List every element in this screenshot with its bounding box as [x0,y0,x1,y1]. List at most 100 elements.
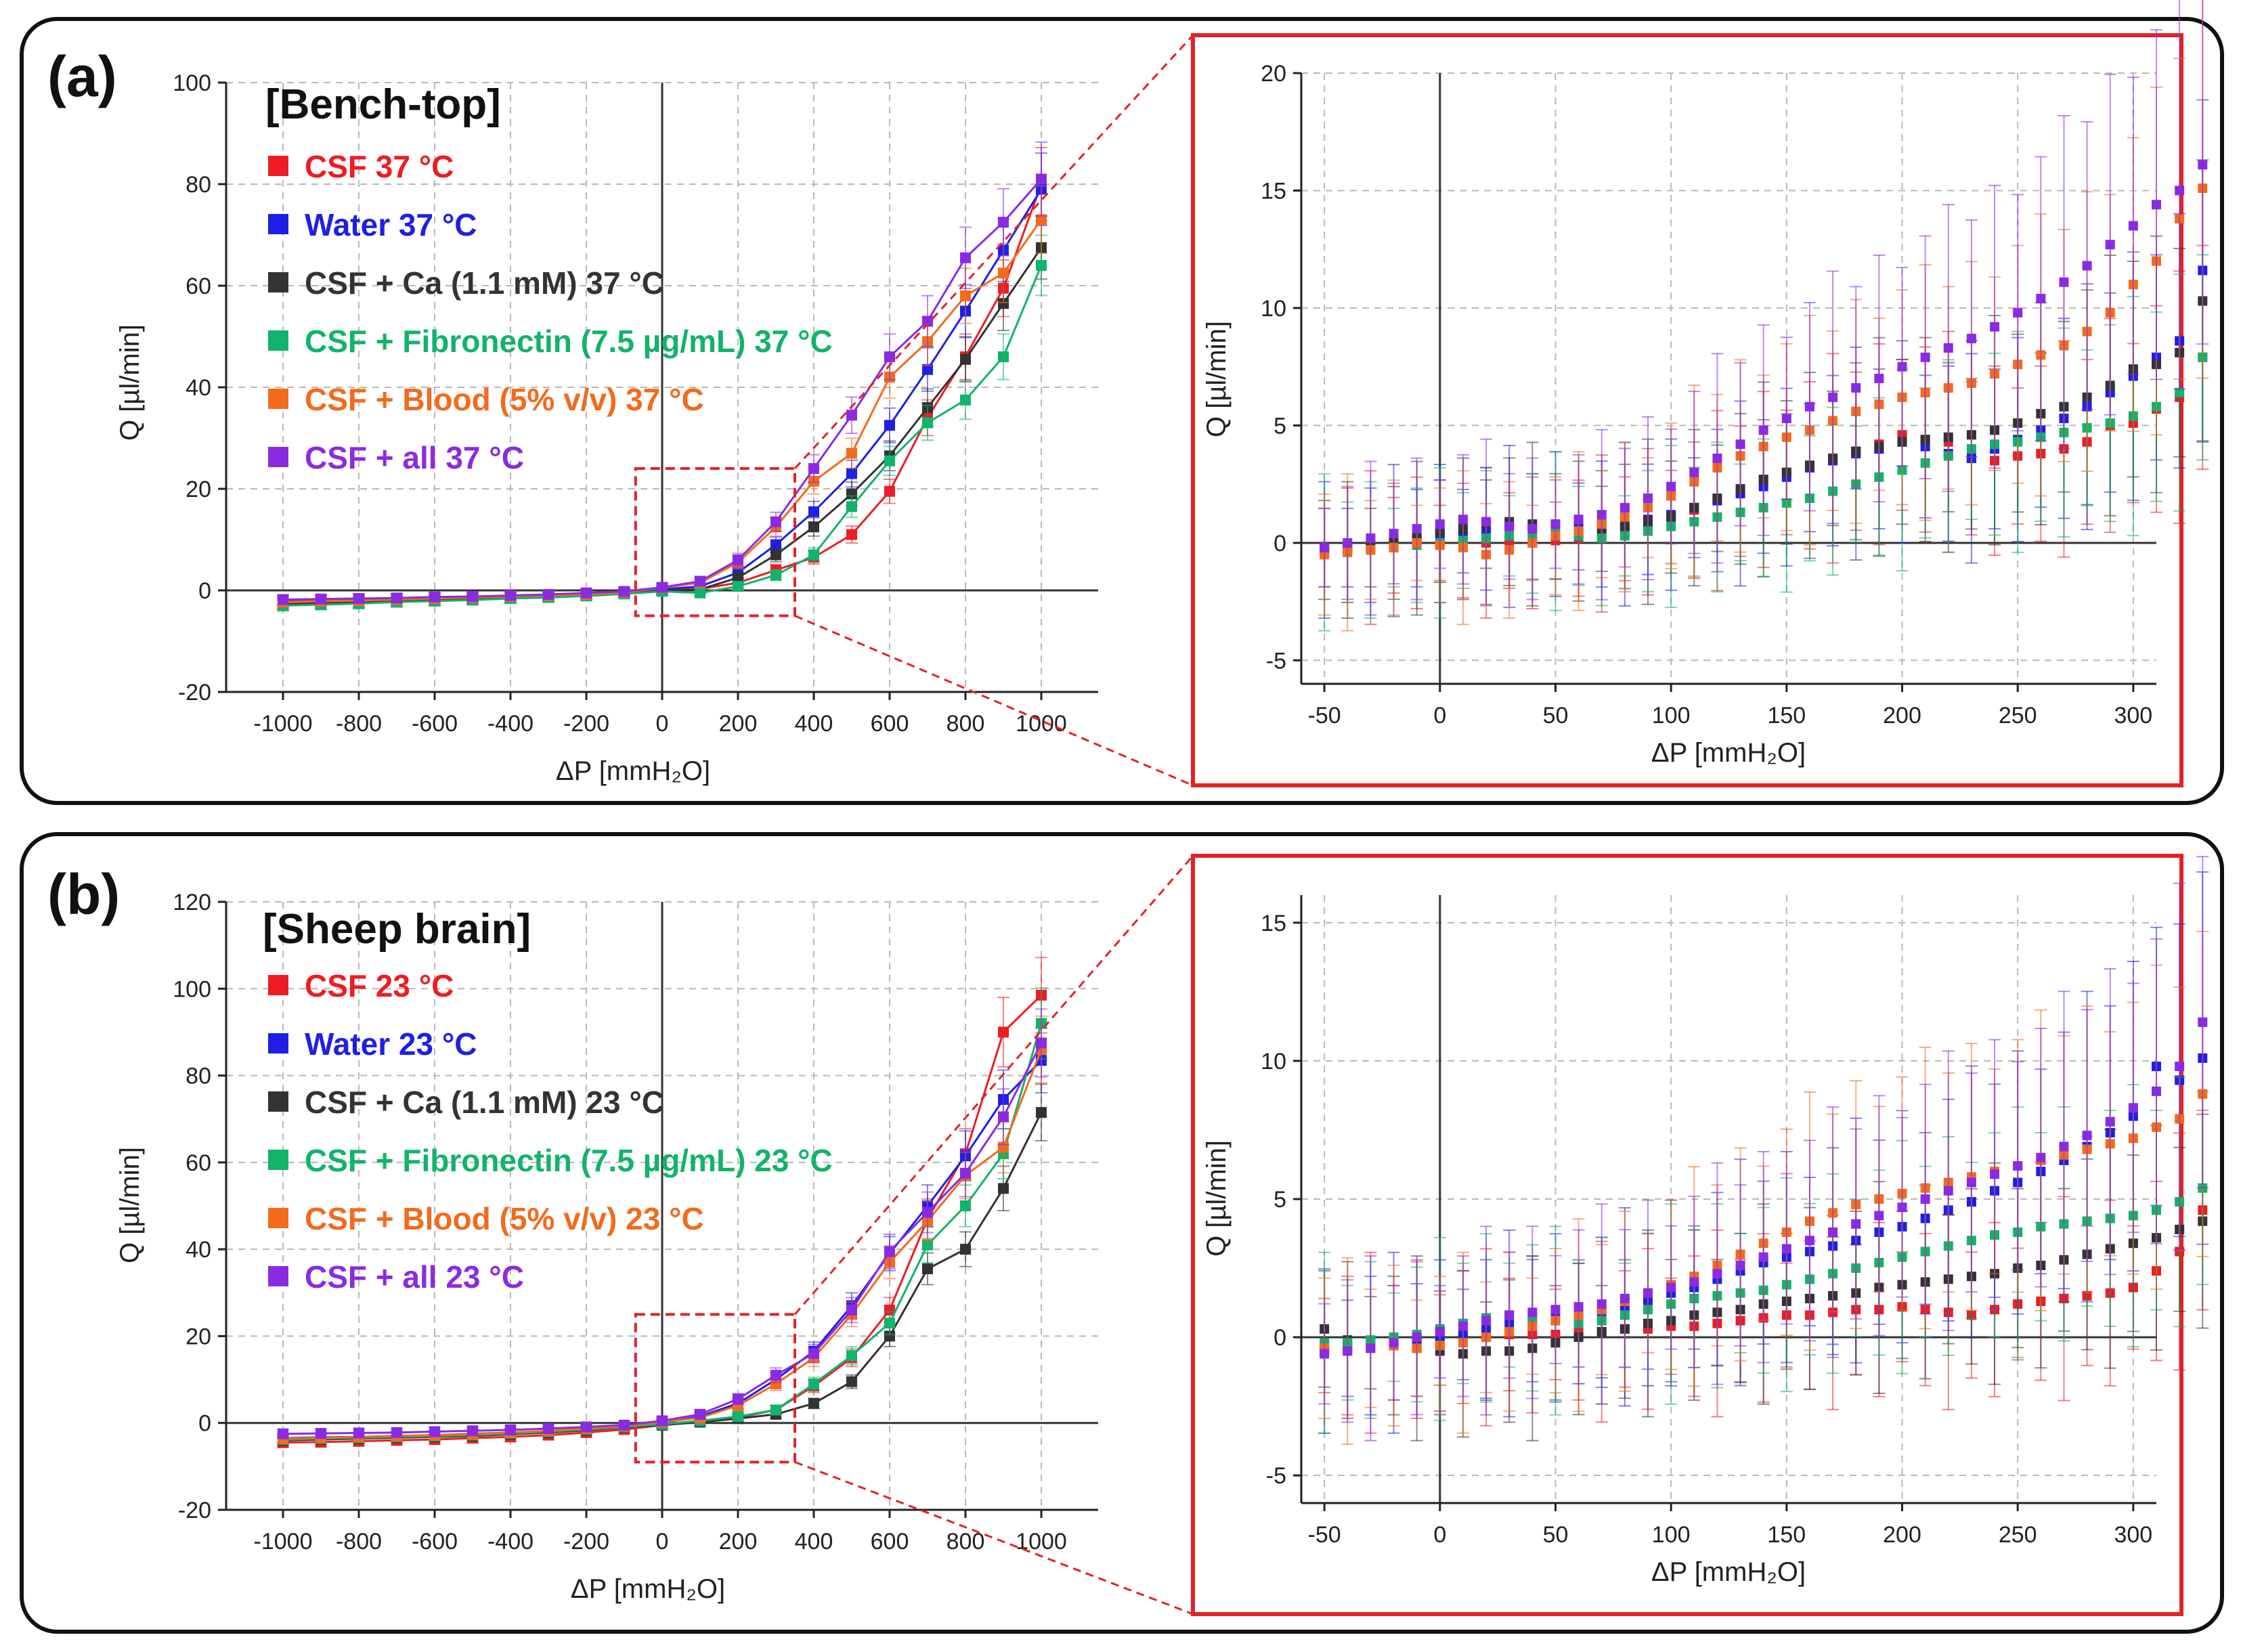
data-point [1527,524,1538,534]
data-point [922,417,933,429]
x-tick-label: -1000 [254,1529,313,1555]
x-tick-label: 400 [795,1529,833,1555]
data-point [1596,510,1607,520]
data-point [1389,528,1399,538]
data-point [1758,425,1768,435]
x-tick-label: 0 [1433,1522,1446,1548]
legend-swatch [268,389,288,409]
data-point [922,1207,933,1218]
y-axis-label: Q [µl/min] [115,324,145,441]
x-tick-label: 150 [1767,1522,1806,1548]
data-point [1781,1244,1791,1254]
y-tick-label: -5 [1266,648,1286,674]
data-point [998,217,1009,228]
legend-swatch [268,447,288,467]
data-point [1920,352,1930,362]
data-point [1036,173,1047,185]
data-point [1366,533,1376,543]
y-tick-label: 10 [1261,296,1286,322]
legend-swatch [268,156,288,176]
x-tick-label: -50 [1308,1522,1341,1548]
data-point [1504,521,1515,531]
data-point [1897,1202,1907,1213]
data-point [353,1427,364,1439]
legend-swatch [268,272,288,292]
x-tick-label: -600 [412,1529,458,1555]
data-point [960,353,971,365]
data-point [884,1318,895,1329]
x-tick-label: 250 [1999,1522,2037,1548]
legend-swatch [268,975,288,995]
zoom-connector-top [793,34,1194,470]
data-point [695,1408,705,1420]
data-point [1943,1186,1953,1196]
data-point [1320,1349,1330,1359]
y-tick-label: 5 [1274,413,1286,439]
y-tick-label: 5 [1274,1187,1286,1213]
legend-label: CSF + all 37 °C [305,440,524,475]
data-point [808,521,819,533]
data-point [1458,1321,1468,1331]
data-point [1966,1177,1976,1188]
y-tick-label: 10 [1261,1049,1286,1074]
zoom-connector-bottom [794,1461,1194,1615]
legend-label: CSF + Blood (5% v/v) 37 °C [305,382,704,417]
data-point [1550,519,1561,529]
data-point [429,591,440,603]
data-point [1712,1269,1722,1279]
data-point [1897,362,1907,372]
data-point [2198,160,2208,170]
data-point [2198,1017,2208,1027]
data-point [2082,261,2092,271]
data-point [1689,1277,1699,1287]
data-point [1481,1316,1492,1326]
data-point [2059,277,2069,287]
data-point [960,252,971,263]
data-point [808,1378,819,1389]
y-tick-label: 60 [186,1150,211,1176]
legend-label: CSF + Fibronectin (7.5 µg/mL) 23 °C [305,1143,833,1178]
data-point [960,1244,971,1255]
legend-swatch [268,1266,288,1286]
legend-label: CSF + Ca (1.1 mM) 37 °C [305,265,664,301]
x-tick-label: -200 [563,711,609,737]
data-point [1781,413,1791,423]
data-point [2036,1152,2046,1162]
x-tick-label: -600 [412,711,458,737]
data-point [922,1239,933,1251]
data-point [543,589,554,600]
data-point [1735,439,1745,450]
data-point [316,1428,326,1439]
data-point [353,593,364,604]
series-csf-all-37-c [277,141,1047,605]
data-point [884,485,895,497]
y-tick-label: 0 [1274,531,1286,557]
x-tick-label: -400 [487,711,534,737]
data-point [922,364,933,375]
x-tick-label: 100 [1652,1522,1691,1548]
x-tick-label: 300 [2114,1522,2152,1548]
data-point [2152,1086,2161,1096]
y-tick-label: 15 [1261,178,1286,204]
data-point [770,1370,781,1381]
x-tick-label: 0 [656,711,669,737]
data-point [1851,1219,1861,1229]
data-point [846,410,857,421]
y-tick-label: 80 [186,172,211,198]
data-point [1481,517,1492,527]
data-point [998,1183,1009,1194]
panel-b-inset-frame [1191,854,2183,1616]
data-point [998,298,1009,309]
data-point [846,1304,857,1316]
data-point [1712,453,1722,463]
data-point [2105,240,2115,250]
data-point [1458,515,1468,525]
data-point [808,463,819,474]
data-point [884,1246,895,1257]
data-point [922,316,933,327]
x-tick-label: 1000 [1016,711,1067,737]
data-point [733,1393,743,1405]
y-tick-label: 100 [173,70,211,96]
